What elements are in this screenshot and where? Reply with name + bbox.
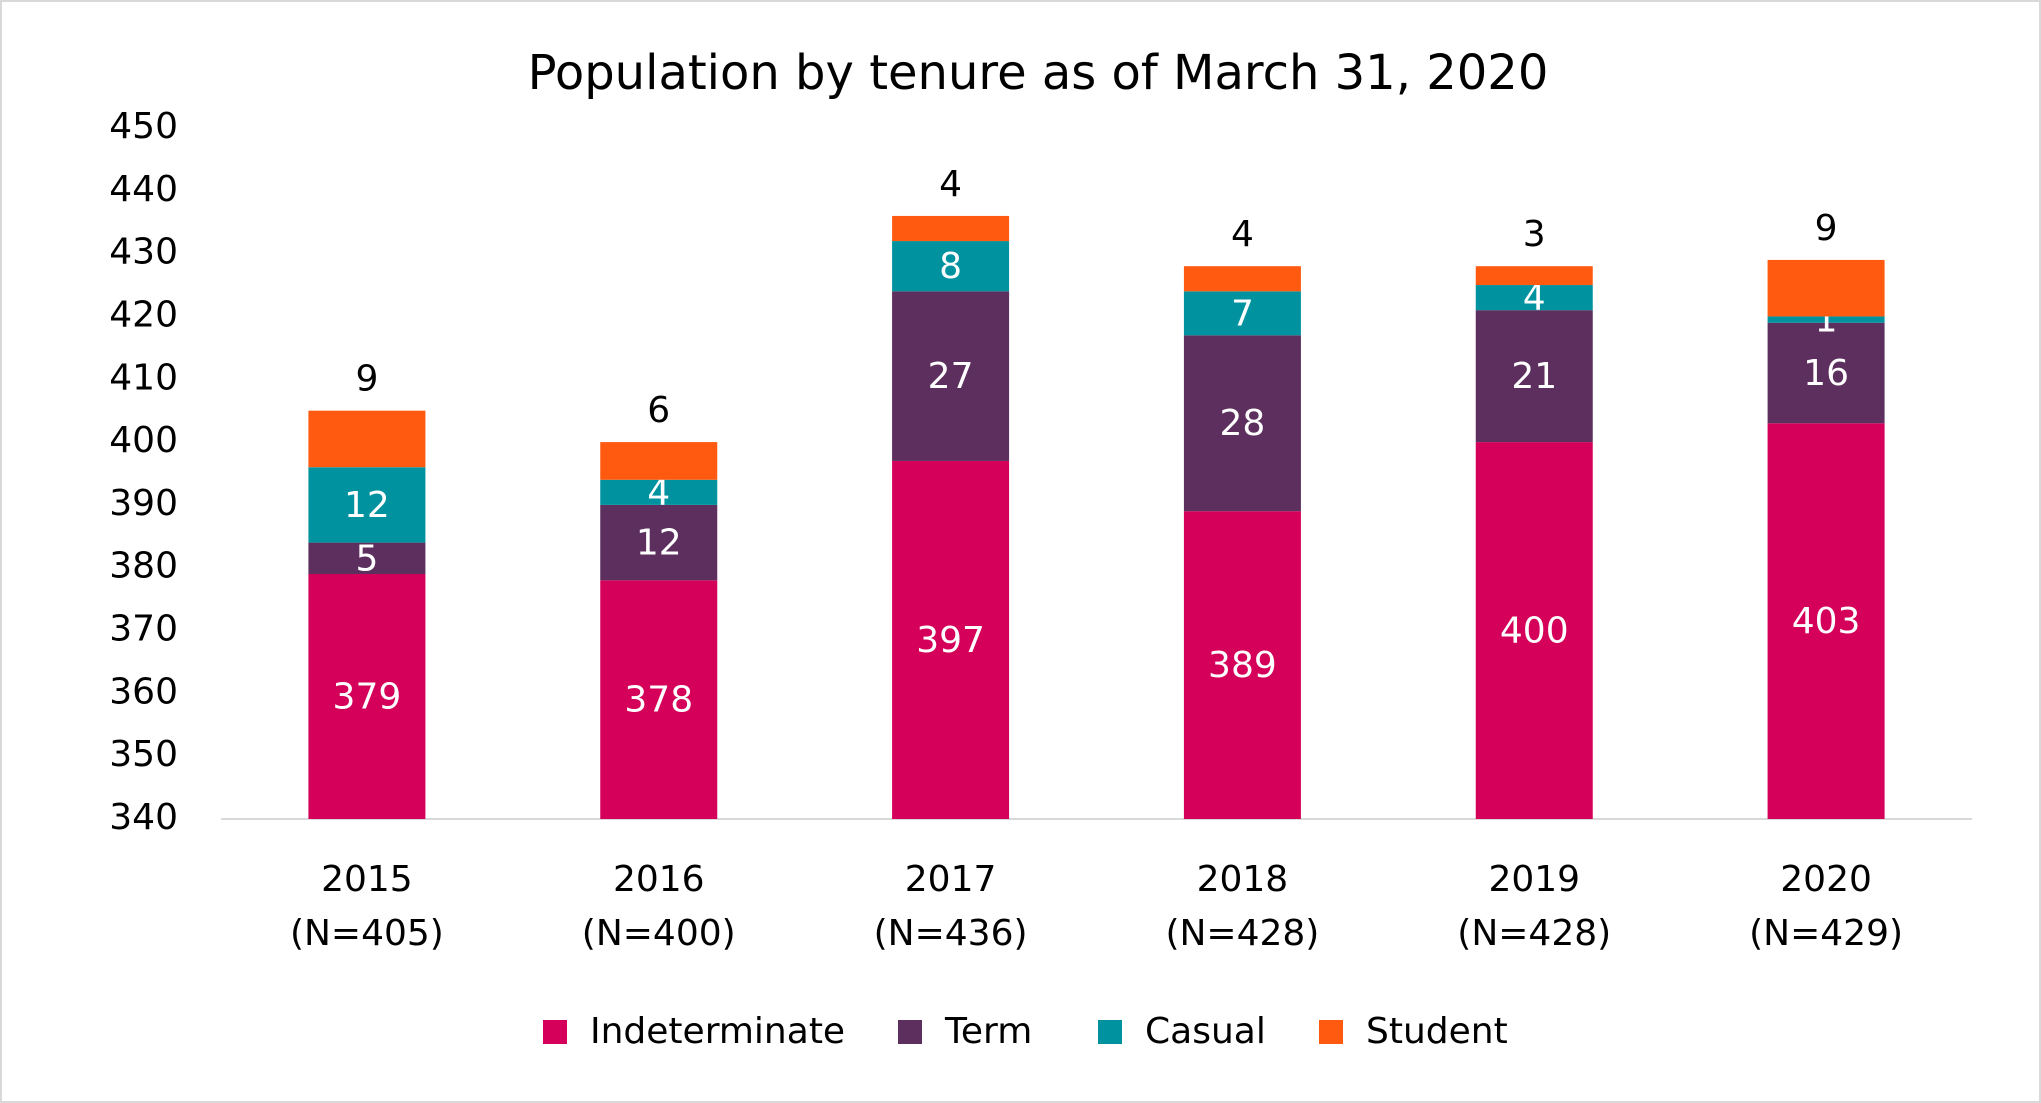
bar-segment [1767,259,1885,317]
data-label: 3 [1523,214,1546,255]
bar-segment [308,410,426,468]
x-tick-label: 2018 (N=428) [1165,859,1319,954]
bar-segment [892,291,1010,461]
bar-segment [1767,423,1885,819]
y-tick-label: 350 [109,734,178,775]
bar-segment [1475,285,1593,311]
bar-segment [892,460,1010,819]
data-label: 9 [355,359,378,400]
data-label: 21 [1511,356,1557,397]
data-label: 5 [355,538,378,579]
data-label: 28 [1220,403,1266,444]
data-label: 389 [1208,645,1277,686]
y-tick-label: 450 [109,106,178,147]
legend-label: Indeterminate [590,1011,845,1052]
bar-segment [600,580,718,819]
x-tick-label: 2020 (N=429) [1749,859,1903,954]
data-label: 4 [1231,214,1254,255]
data-label: 4 [939,164,962,205]
bar-segment [1183,511,1301,819]
data-label: 6 [647,390,670,431]
y-tick-label: 430 [109,232,178,273]
data-label: 4 [1523,278,1546,319]
y-tick-label: 410 [109,357,178,398]
y-tick-label: 380 [109,546,178,587]
bar-segment [1183,335,1301,512]
data-label: 16 [1803,353,1849,394]
bar-segment [892,215,1010,242]
legend-swatch [543,1020,567,1044]
y-tick-label: 360 [109,671,178,712]
legend-label: Term [944,1011,1032,1052]
y-tick-label: 370 [109,609,178,650]
bar-segment [1183,291,1301,336]
data-label: 4 [647,472,670,513]
x-tick-label: 2017 (N=436) [874,859,1028,954]
bar-segment [600,442,718,480]
bar-segment [308,542,426,575]
bar-segment [892,241,1010,292]
data-label: 400 [1500,611,1569,652]
y-tick-label: 420 [109,294,178,335]
chart-title: Population by tenure as of March 31, 202… [528,45,1549,101]
data-label: 12 [344,485,390,526]
data-label: 379 [333,677,402,718]
x-tick-label: 2016 (N=400) [582,859,736,954]
data-label: 403 [1792,601,1861,642]
y-tick-label: 400 [109,420,178,461]
bar-segment [1475,310,1593,443]
bar-segment [1767,322,1885,424]
data-label: 9 [1815,208,1838,249]
y-tick-label: 340 [109,797,178,838]
bar-segment [308,467,426,543]
data-label: 8 [939,246,962,287]
x-tick-label: 2019 (N=428) [1457,859,1611,954]
data-label: 27 [928,356,974,397]
legend-swatch [898,1020,922,1044]
legend-label: Student [1366,1011,1508,1052]
bar-segment [600,504,718,581]
y-tick-label: 390 [109,483,178,524]
bar-segment [1475,266,1593,286]
bar-segment [1183,266,1301,292]
data-label: 7 [1231,293,1254,334]
y-tick-label: 440 [109,169,178,210]
bar-segment [1475,442,1593,819]
x-tick-label: 2015 (N=405) [290,859,444,954]
data-label: 397 [916,620,985,661]
bar-segment [600,479,718,505]
bar-segment [308,574,426,819]
data-label: 12 [636,523,682,564]
bar-segment [1767,316,1885,323]
legend-swatch [1098,1020,1122,1044]
legend-swatch [1319,1020,1343,1044]
legend-label: Casual [1145,1011,1266,1052]
data-label: 378 [624,680,693,721]
